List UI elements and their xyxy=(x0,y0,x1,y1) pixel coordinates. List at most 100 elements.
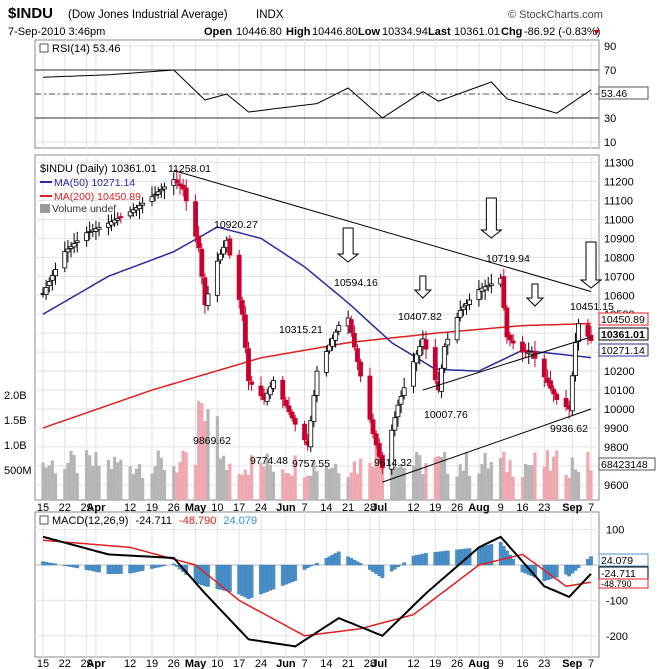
macd-tick-label: -200 xyxy=(606,631,628,643)
macd-hist-bar xyxy=(567,564,572,577)
x-tick-label: 22 xyxy=(59,502,71,514)
price-annotation: 10007.76 xyxy=(424,409,468,421)
price-bar-body xyxy=(43,287,49,295)
price-bar-body xyxy=(267,386,273,396)
volume-bar xyxy=(586,451,590,500)
macd-hist-bar xyxy=(159,564,164,567)
price-bar-body xyxy=(585,324,591,337)
macd-hist-bar xyxy=(501,546,506,566)
price-bar-body xyxy=(84,232,89,242)
macd-signal-current-label: -48.790 xyxy=(601,579,632,589)
volume-bar xyxy=(137,464,142,500)
price-bar-body xyxy=(264,392,270,402)
macd-hist-bar xyxy=(554,564,559,578)
volume-bar xyxy=(116,462,120,500)
volume-bar xyxy=(306,475,310,500)
x-tick-label: May xyxy=(185,502,207,514)
x-tick-label: 19 xyxy=(429,502,441,514)
volume-bar xyxy=(467,475,472,500)
price-bar-body xyxy=(457,310,463,318)
price-bar-body xyxy=(414,353,420,364)
volume-bar xyxy=(41,462,45,500)
price-bar-body xyxy=(218,253,223,261)
macd-hist-bar xyxy=(417,554,422,566)
x-tick-label: Jun xyxy=(276,658,296,669)
volume-bar xyxy=(53,473,58,500)
rsi-tick-label: 70 xyxy=(604,65,616,77)
x-tick-label: Jul xyxy=(371,658,387,669)
price-bar-body xyxy=(417,346,423,357)
price-bar-body xyxy=(504,307,510,338)
x-tick-label: 14 xyxy=(320,658,332,669)
price-annotation: 10451.15 xyxy=(570,301,614,313)
x-tick-label: 9 xyxy=(498,658,504,669)
ma200-line xyxy=(42,322,592,429)
volume-bar xyxy=(268,464,272,500)
macd-hist-bar xyxy=(156,564,161,568)
macd-legend-swatch xyxy=(39,515,49,525)
macd-hist-bar xyxy=(336,551,341,566)
macd-hist-bar xyxy=(84,564,89,570)
price-tick-label: 11200 xyxy=(604,177,634,189)
price-tick-label: 11300 xyxy=(604,158,634,170)
macd-hist-bar xyxy=(542,564,547,582)
volume-axis-label: 500M xyxy=(4,465,32,477)
volume-bar xyxy=(489,461,493,500)
price-bar-body xyxy=(65,248,71,253)
ma50-line xyxy=(42,226,592,372)
price-annotation: 9774.48 xyxy=(250,455,288,467)
price-bar-body xyxy=(249,381,255,385)
price-bar-body xyxy=(439,367,444,392)
macd-hist-bar xyxy=(371,564,375,572)
price-annotations: 11258.01 10920.27 10594.16 10315.21 10407.82… xyxy=(168,163,614,470)
volume-bar xyxy=(355,473,360,500)
macd-histogram xyxy=(41,541,593,600)
macd-hist-bar xyxy=(90,564,95,572)
price-tick-label: 10800 xyxy=(604,252,635,264)
volume-bar xyxy=(200,403,204,500)
macd-hist-bar xyxy=(511,559,516,566)
x-tick-label: 16 xyxy=(516,502,528,514)
macd-hist-bar xyxy=(380,564,385,579)
volume-axis-label: 1.0B xyxy=(4,440,27,452)
macd-legend: MACD(12,26,9) -24.711 -48.790 24.079 xyxy=(39,515,257,527)
price-bar-body xyxy=(196,235,202,249)
volume-bar xyxy=(486,468,490,500)
volume-bar xyxy=(371,466,375,500)
macd-hist-bar xyxy=(520,564,525,573)
price-bar-body xyxy=(510,340,516,344)
macd-hist-bar xyxy=(153,564,157,569)
macd-legend-signal: -48.790 xyxy=(179,515,216,527)
x-tick-label: May xyxy=(185,658,207,669)
price-bar-body xyxy=(308,419,314,448)
macd-hist-bar xyxy=(302,564,307,570)
volume-bar xyxy=(228,463,232,500)
x-tick-label: 17 xyxy=(233,502,245,514)
volume-bar xyxy=(505,472,509,500)
x-tick-label: 21 xyxy=(342,502,354,514)
x-tick-label: 26 xyxy=(451,502,463,514)
volume-bar xyxy=(97,465,101,500)
ma50-current-label: 10271.14 xyxy=(601,345,645,357)
volume-bar xyxy=(480,464,484,500)
volume-bar xyxy=(483,452,487,500)
x-tick-label: Aug xyxy=(468,658,489,669)
macd-hist-bar xyxy=(308,564,313,567)
axis-labels: 151522222929AprApr121219192626MayMay1010… xyxy=(4,41,656,669)
macd-hist-bar xyxy=(576,564,581,568)
price-bar-body xyxy=(576,323,581,342)
volume-bar xyxy=(312,461,316,500)
macd-hist-bar xyxy=(352,559,357,566)
price-tick-label: 11100 xyxy=(604,195,633,207)
volume-bar xyxy=(113,456,117,500)
price-bar-body xyxy=(501,276,507,308)
x-tick-label: 28 xyxy=(364,502,376,514)
price-bar-body xyxy=(246,348,251,381)
volume-current-label: 68423148 xyxy=(601,459,648,471)
price-bar-body xyxy=(351,332,357,348)
price-bar-body xyxy=(442,346,448,369)
volume-bar xyxy=(349,472,353,500)
low-value: 10334.94 xyxy=(382,26,428,38)
price-bar-body xyxy=(541,358,547,378)
macd-hist-bar xyxy=(62,564,67,566)
